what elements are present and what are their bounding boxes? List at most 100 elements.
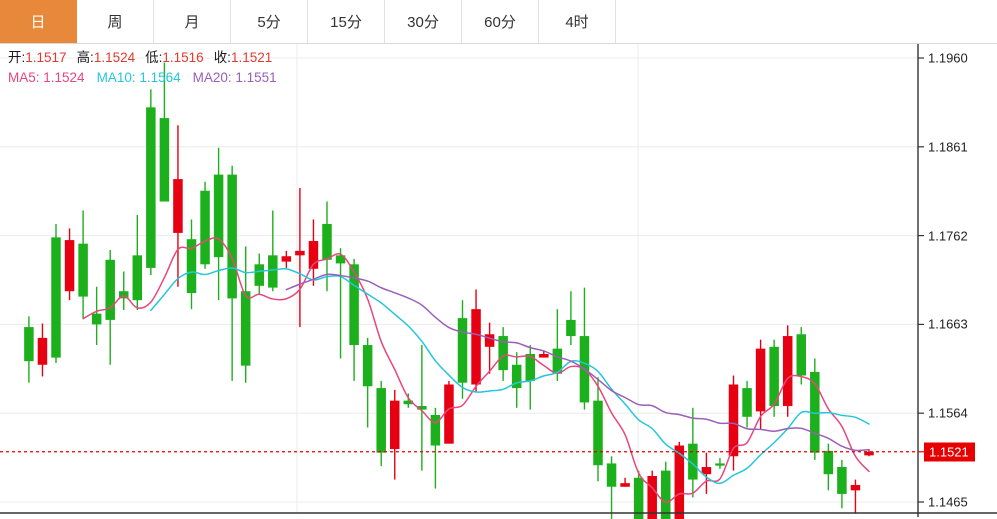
candle — [119, 271, 129, 311]
candle-body — [661, 470, 671, 519]
candle — [484, 322, 495, 374]
candle-body — [132, 255, 143, 301]
candle — [606, 456, 617, 519]
candlestick-chart[interactable] — [0, 44, 997, 519]
candle-body — [349, 264, 359, 346]
candle-body — [417, 406, 427, 410]
candle — [64, 228, 75, 301]
tab-4hour-label: 4时 — [565, 14, 589, 31]
candle-body — [51, 237, 61, 358]
candle-body — [268, 255, 278, 288]
candle — [146, 89, 156, 276]
candle — [200, 181, 210, 269]
candle-body — [24, 327, 34, 362]
axis-tick-4: 1.1564 — [928, 405, 968, 421]
candle — [403, 393, 414, 408]
candle-body — [37, 337, 48, 365]
candle-body — [484, 334, 495, 347]
candle-body — [715, 463, 725, 466]
candle-body — [525, 354, 535, 381]
candle-body — [200, 190, 210, 265]
tab-5min-label: 5分 — [257, 14, 281, 31]
candle-body — [701, 467, 712, 475]
candle-body — [240, 291, 251, 366]
candle-body — [539, 354, 549, 358]
timeframe-tabbar: 日 周 月 5分 15分 30分 60分 4时 — [0, 0, 997, 44]
tab-5min[interactable]: 5分 — [231, 0, 308, 43]
candle-body — [64, 240, 75, 292]
candle-body — [457, 318, 468, 383]
candle-body — [796, 334, 806, 376]
tab-15min-label: 15分 — [330, 14, 362, 31]
candle-body — [390, 400, 400, 450]
candle-body — [566, 319, 576, 337]
candle-body — [119, 291, 129, 299]
candle-body — [213, 174, 224, 258]
open-group: 开:1.1517 — [8, 50, 67, 65]
candle — [91, 286, 102, 346]
candle — [796, 327, 806, 385]
high-value: 1.1524 — [93, 50, 136, 65]
candle — [295, 188, 305, 328]
axis-tick-3: 1.1663 — [928, 316, 968, 332]
candle-body — [810, 371, 820, 453]
tab-week[interactable]: 周 — [77, 0, 154, 43]
tab-30min[interactable]: 30分 — [385, 0, 462, 43]
axis-tick-0: 1.1960 — [928, 50, 968, 66]
axis-tick-2: 1.1762 — [928, 228, 968, 244]
candle — [173, 125, 183, 287]
candle — [254, 253, 264, 295]
candle-body — [254, 264, 264, 286]
candle — [525, 345, 535, 410]
tab-day[interactable]: 日 — [0, 0, 77, 43]
candle-body — [376, 388, 386, 453]
ma10-legend: MA10: 1.1564 — [96, 70, 181, 85]
candle — [552, 309, 563, 381]
candle-body — [728, 384, 739, 457]
candle — [335, 248, 346, 359]
last-price-badge: 1.1521 — [924, 442, 975, 462]
candle — [268, 210, 278, 292]
candle-body — [322, 223, 332, 260]
candle-body — [742, 388, 752, 417]
candle — [78, 210, 88, 320]
chart-canvas — [0, 44, 997, 519]
candle — [376, 380, 386, 467]
tab-60min[interactable]: 60分 — [462, 0, 539, 43]
ma10-line — [150, 267, 870, 485]
candle — [593, 377, 603, 482]
candle — [823, 443, 834, 491]
candle — [390, 389, 400, 480]
candle-body — [227, 174, 237, 299]
candle — [417, 345, 427, 471]
tab-day-label: 日 — [30, 14, 46, 31]
candle-body — [850, 484, 861, 491]
tab-15min[interactable]: 15分 — [308, 0, 385, 43]
candle-body — [498, 336, 508, 371]
candle — [566, 291, 576, 346]
candle — [810, 358, 820, 460]
close-value: 1.1521 — [230, 50, 273, 65]
axis-tick-5: 1.1465 — [928, 494, 968, 510]
candle-body — [308, 240, 319, 269]
candle-body — [105, 259, 115, 320]
candle-body — [511, 364, 522, 389]
ma20-line — [285, 273, 870, 452]
low-value: 1.1516 — [162, 50, 204, 65]
candle — [213, 147, 224, 301]
candle — [755, 339, 766, 430]
candle — [240, 246, 251, 383]
candle-body — [823, 450, 834, 475]
ohlc-line: 开:1.1517 高:1.1524 低:1.1516 收:1.1521 — [8, 48, 608, 68]
tab-week-label: 周 — [107, 14, 123, 31]
candle-body — [281, 256, 292, 262]
candle-body — [647, 475, 657, 519]
candle — [674, 441, 685, 519]
low-group: 低:1.1516 — [145, 50, 204, 65]
tabbar-filler — [616, 0, 997, 43]
tab-4hour[interactable]: 4时 — [539, 0, 616, 43]
low-label: 低: — [145, 50, 163, 65]
candle-body — [674, 445, 685, 519]
tab-month[interactable]: 月 — [154, 0, 231, 43]
open-label: 开: — [8, 50, 26, 65]
